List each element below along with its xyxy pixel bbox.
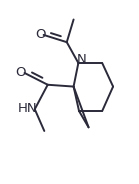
Text: O: O bbox=[35, 28, 45, 40]
Text: O: O bbox=[15, 66, 26, 79]
Text: HN: HN bbox=[18, 102, 38, 115]
Text: N: N bbox=[77, 53, 87, 66]
